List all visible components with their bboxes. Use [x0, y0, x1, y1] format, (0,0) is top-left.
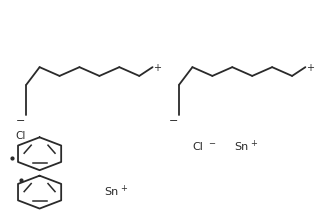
Text: +: + — [120, 184, 127, 193]
Text: +: + — [306, 63, 314, 73]
Text: Sn: Sn — [234, 142, 248, 152]
Text: −: − — [16, 116, 25, 126]
Text: Cl: Cl — [15, 131, 26, 141]
Text: −: − — [208, 139, 215, 148]
Text: +: + — [250, 139, 257, 148]
Text: Sn: Sn — [105, 187, 119, 197]
Text: +: + — [153, 63, 161, 73]
Text: Cl: Cl — [192, 142, 203, 152]
Text: −: − — [169, 116, 178, 126]
